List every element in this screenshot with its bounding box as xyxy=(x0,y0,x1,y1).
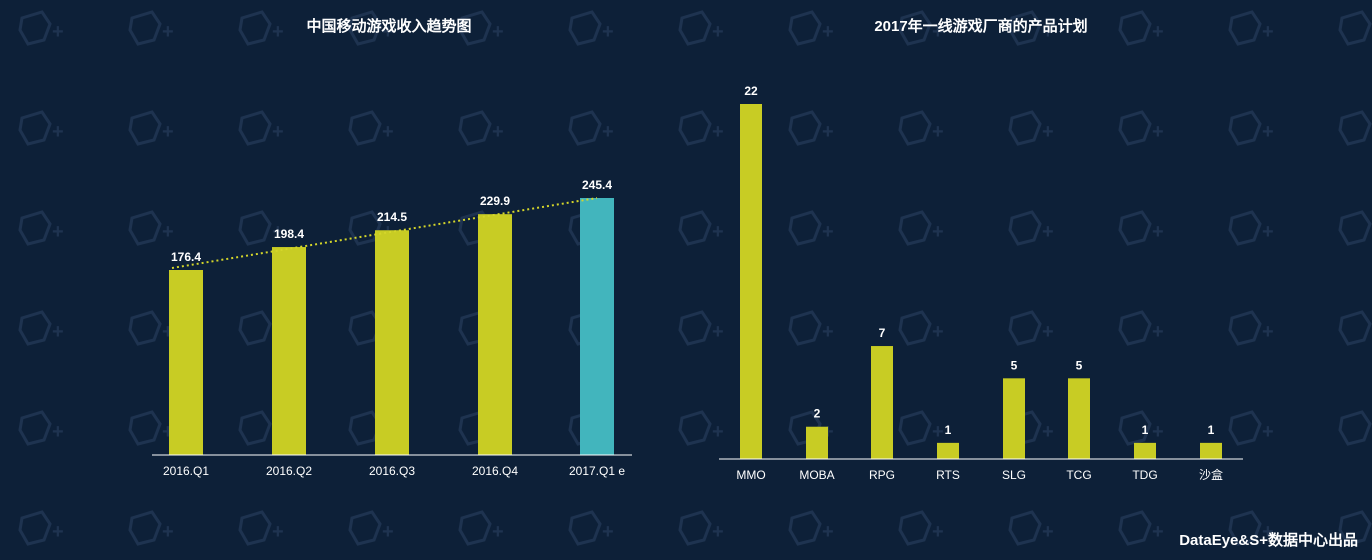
x-tick-label: TCG xyxy=(1066,468,1091,482)
data-label: 5 xyxy=(1011,358,1018,372)
data-label: 198.4 xyxy=(274,227,304,241)
bar-sandbox xyxy=(1200,442,1222,459)
bar-tdg xyxy=(1134,442,1156,459)
bar-2016-q3 xyxy=(375,230,409,455)
x-tick-label: RPG xyxy=(869,468,895,482)
chart-title: 2017年一线游戏厂商的产品计划 xyxy=(874,17,1087,35)
x-tick-label: 2016.Q2 xyxy=(266,464,312,478)
bar-mmo xyxy=(740,104,762,459)
revenue-trend-chart: 中国移动游戏收入趋势图 176.4 2016.Q1 198.4 2016.Q2 214.… xyxy=(152,17,632,478)
data-label: 1 xyxy=(945,423,952,437)
x-tick-label: 2016.Q1 xyxy=(163,464,209,478)
x-tick-label: 2016.Q3 xyxy=(369,464,415,478)
data-label: 245.4 xyxy=(582,178,612,192)
bar-2016-q1 xyxy=(169,270,203,455)
bar-moba xyxy=(806,426,828,459)
data-label: 7 xyxy=(879,326,886,340)
bar-slg xyxy=(1003,378,1025,459)
bar-tcg xyxy=(1068,378,1090,459)
data-label: 176.4 xyxy=(171,250,201,264)
bar-2016-q2 xyxy=(272,247,306,455)
data-label: 22 xyxy=(744,84,758,98)
x-tick-label: 沙盒 xyxy=(1199,467,1223,482)
data-label: 5 xyxy=(1076,358,1083,372)
x-tick-label: SLG xyxy=(1002,468,1026,482)
bar-rpg xyxy=(871,346,893,459)
bar-2016-q4 xyxy=(478,214,512,455)
x-tick-label: MOBA xyxy=(799,468,834,482)
data-label: 214.5 xyxy=(377,210,407,224)
data-label: 2 xyxy=(814,407,821,421)
trend-line xyxy=(171,197,598,269)
chart-title: 中国移动游戏收入趋势图 xyxy=(306,17,471,35)
x-tick-label: MMO xyxy=(736,468,765,482)
footer-credit: DataEye&S+数据中心出品 xyxy=(1179,532,1358,549)
x-tick-label: 2017.Q1 e xyxy=(569,464,625,478)
bar-rts xyxy=(937,442,959,459)
x-tick-label: 2016.Q4 xyxy=(472,464,518,478)
data-label: 1 xyxy=(1142,423,1149,437)
data-label: 229.9 xyxy=(480,194,510,208)
x-tick-label: RTS xyxy=(936,468,960,482)
x-tick-label: TDG xyxy=(1132,468,1157,482)
bar-2017-q1-e xyxy=(580,198,614,455)
data-label: 1 xyxy=(1208,423,1215,437)
